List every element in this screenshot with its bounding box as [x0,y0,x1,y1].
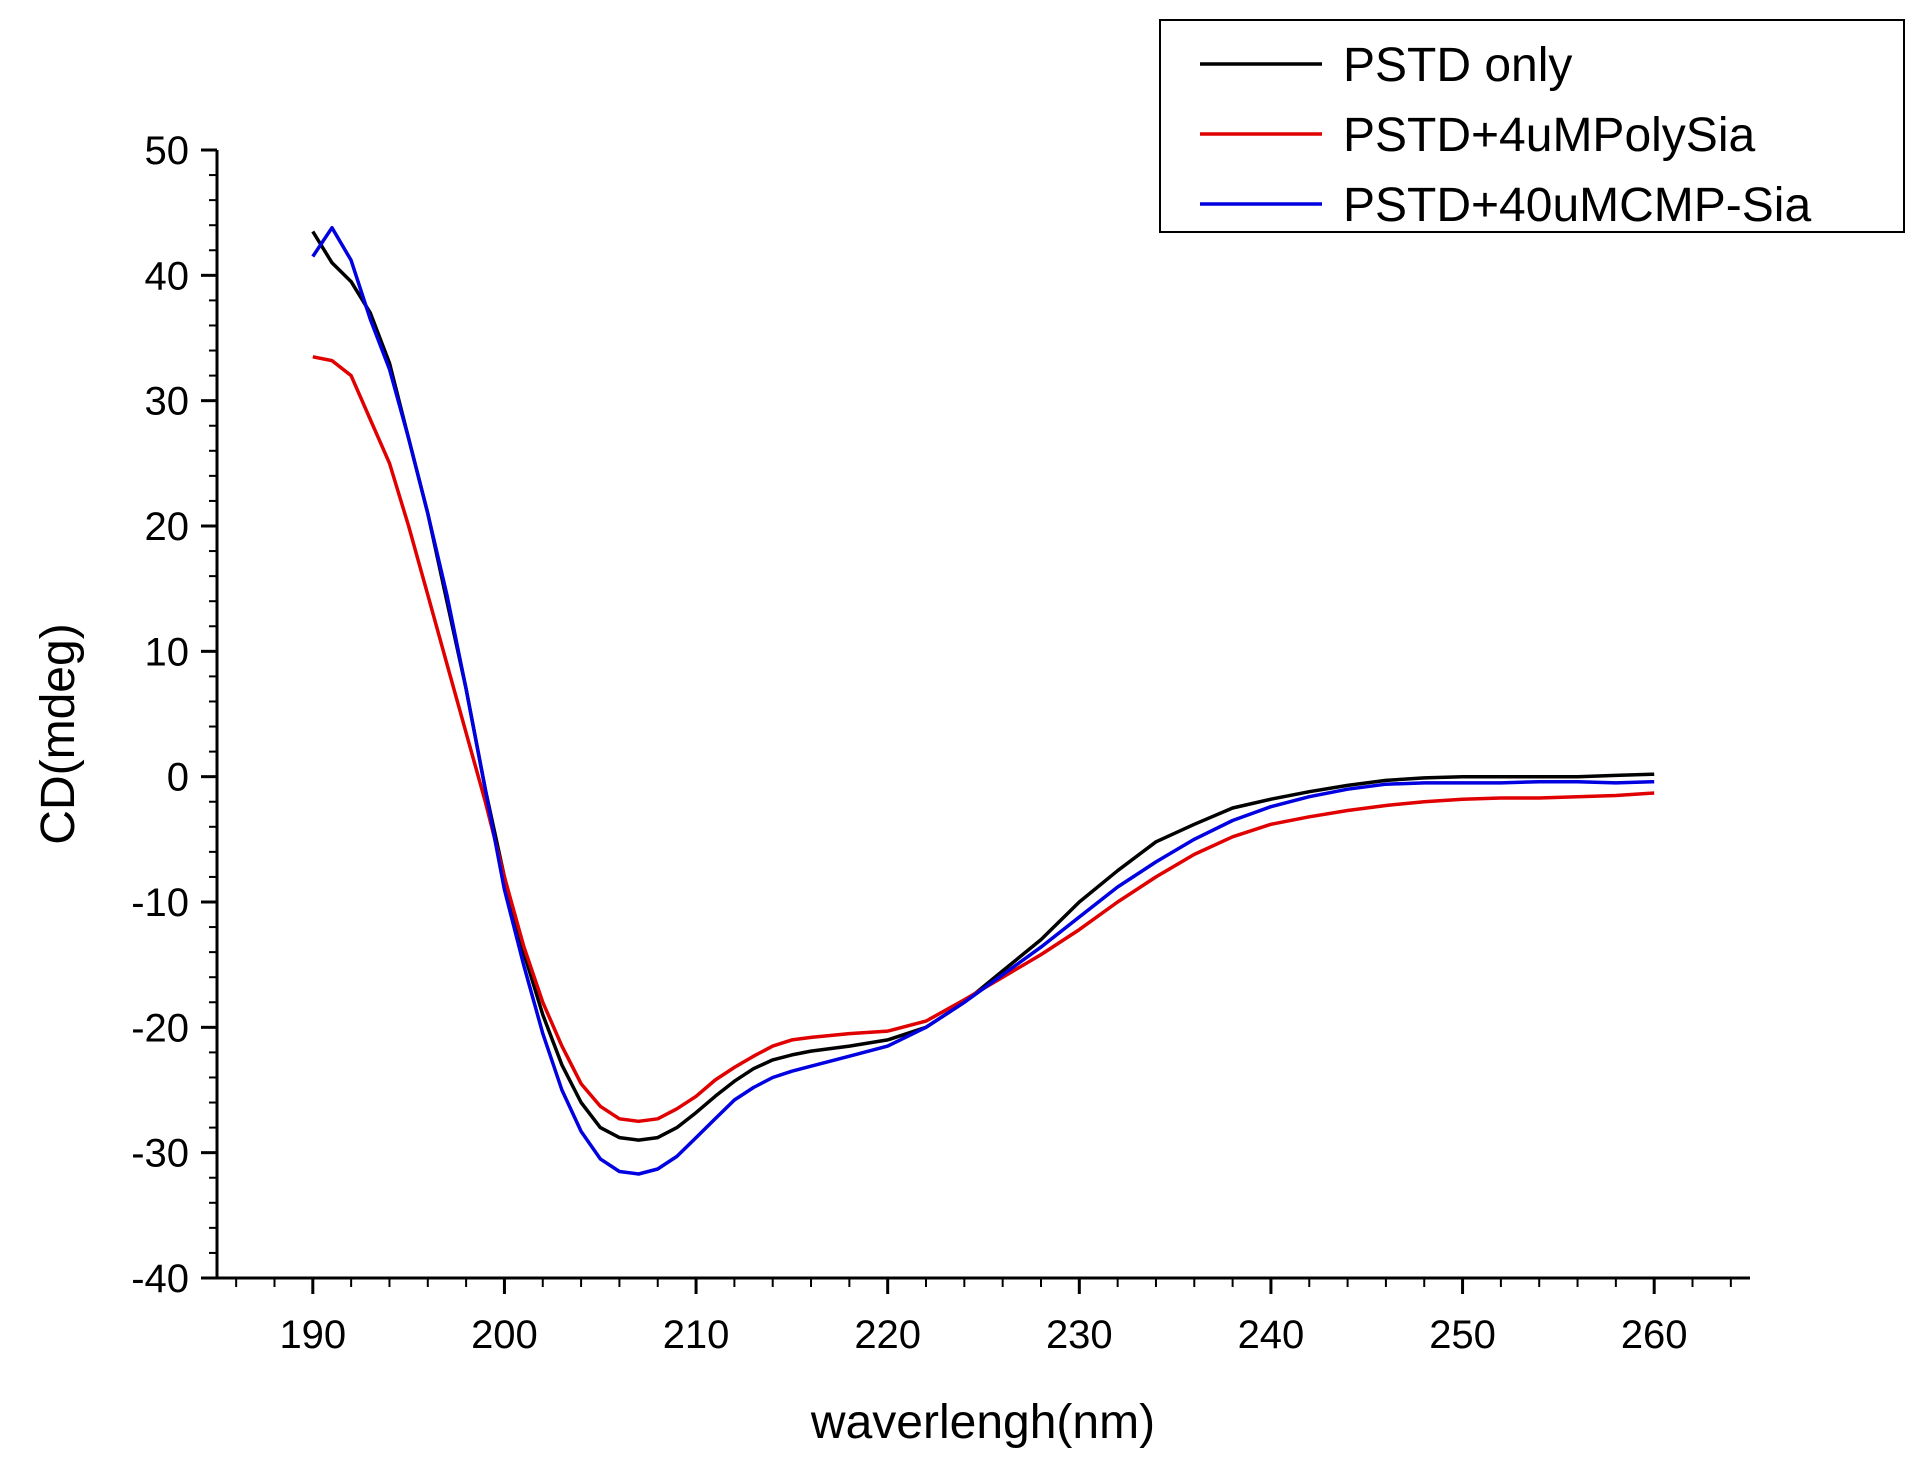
y-tick-label: 10 [145,630,190,674]
ticks [201,148,1732,1294]
x-tick-label: 250 [1429,1313,1496,1357]
x-tick-label: 200 [471,1313,538,1357]
legend-box [1159,19,1905,233]
legend-label-1: PSTD+4uMPolySia [1343,109,1755,162]
x-tick-label: 220 [854,1313,921,1357]
series-line-2 [311,225,1655,1176]
y-axis-title: CD(mdeg) [32,623,85,844]
y-tick-label: -30 [131,1132,189,1176]
x-tick-label: 230 [1046,1313,1113,1357]
tick-labels: -40 -30 -20 -10 0 10 20 30 40 50 190 200 210 220 230 24… [131,129,1687,1357]
y-tick-label: -20 [131,1006,189,1050]
x-tick-label: 260 [1621,1313,1688,1357]
y-tick-label: 0 [167,756,189,800]
y-tick-label: 40 [145,254,190,298]
legend-label-2: PSTD+40uMCMP-Sia [1343,179,1811,232]
legend-label-0: PSTD only [1343,39,1572,92]
series-lines [311,225,1655,1176]
x-axis-title: waverlengh(nm) [810,1396,1155,1449]
y-tick-label: -40 [131,1257,189,1301]
series-line-0 [311,230,1655,1142]
y-tick-label: 50 [145,129,190,173]
y-tick-label: -10 [131,881,189,925]
x-tick-label: 210 [663,1313,730,1357]
x-tick-label: 190 [279,1313,346,1357]
series-line-1 [312,355,1655,1124]
y-tick-label: 20 [145,505,190,549]
y-tick-label: 30 [145,380,190,424]
x-tick-label: 240 [1238,1313,1305,1357]
legend: PSTD only PSTD+4uMPolySia PSTD+40uMCMP-Sia [1159,19,1905,233]
axes [215,150,1750,1280]
